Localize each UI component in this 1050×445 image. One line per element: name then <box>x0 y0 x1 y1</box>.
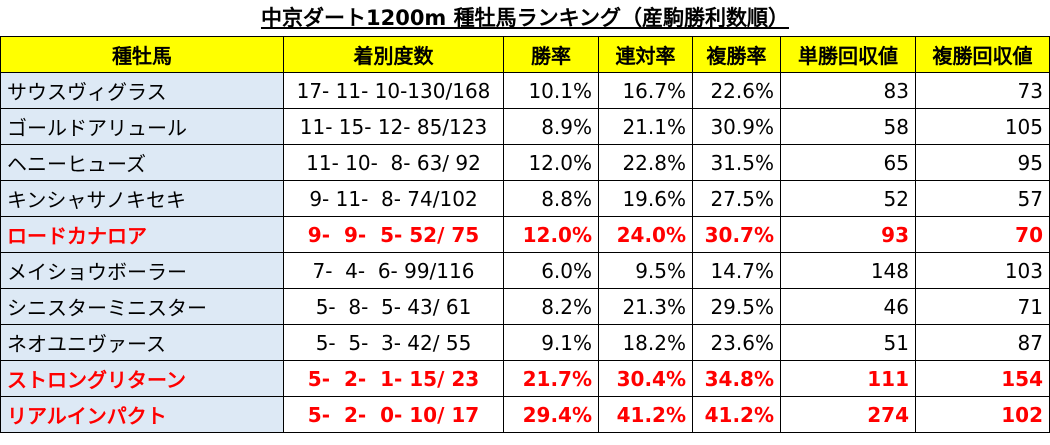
table-row: ゴールドアリュール 11- 15- 12- 85/123 8.9% 21.1% 30.9… <box>0 108 1050 145</box>
stat-cell: 71 <box>915 288 1050 325</box>
header-cell: 種牡馬 <box>0 36 284 73</box>
stat-cell: 30.9% <box>692 108 781 145</box>
stat-cell: 29.4% <box>503 396 599 433</box>
stat-cell: 5- 2- 1- 15/ 23 <box>283 360 504 397</box>
header-row: 種牡馬 着別度数 勝率 連対率 複勝率 単勝回収値 複勝回収値 <box>0 36 1050 73</box>
stat-cell: 8.9% <box>503 108 599 145</box>
stat-cell: 9.1% <box>503 324 599 361</box>
table-body: サウスヴィグラス 17- 11- 10-130/168 10.1% 16.7% 22.6… <box>0 72 1050 433</box>
stat-cell: 52 <box>780 180 916 217</box>
ranking-table: 種牡馬 着別度数 勝率 連対率 複勝率 単勝回収値 複勝回収値 サウスヴィグラス 17- 11… <box>0 36 1050 433</box>
stat-cell: 6.0% <box>503 252 599 289</box>
stat-cell: 12.0% <box>503 216 599 253</box>
stat-cell: 31.5% <box>692 144 781 181</box>
stat-cell: 16.7% <box>598 72 693 109</box>
stat-cell: 17- 11- 10-130/168 <box>283 72 504 109</box>
stat-cell: 8.2% <box>503 288 599 325</box>
stat-cell: 102 <box>915 396 1050 433</box>
sire-name: ロードカナロア <box>0 216 284 253</box>
stat-cell: 46 <box>780 288 916 325</box>
table-row: ネオユニヴァース 5- 5- 3- 42/ 55 9.1% 18.2% 23.6% 51 8… <box>0 324 1050 361</box>
table-row: メイショウボーラー 7- 4- 6- 99/116 6.0% 9.5% 14.7% 148… <box>0 252 1050 289</box>
header-cell: 着別度数 <box>283 36 504 73</box>
stat-cell: 12.0% <box>503 144 599 181</box>
sire-name: シニスターミニスター <box>0 288 284 325</box>
stat-cell: 21.1% <box>598 108 693 145</box>
title: 中京ダート1200m 種牡馬ランキング（産駒勝利数順） <box>0 0 1050 36</box>
table-row: リアルインパクト 5- 2- 0- 10/ 17 29.4% 41.2% 41.2% 27… <box>0 396 1050 433</box>
stat-cell: 5- 8- 5- 43/ 61 <box>283 288 504 325</box>
sire-name: ヘニーヒューズ <box>0 144 284 181</box>
stat-cell: 11- 15- 12- 85/123 <box>283 108 504 145</box>
stat-cell: 65 <box>780 144 916 181</box>
header-cell: 複勝率 <box>692 36 781 73</box>
stat-cell: 41.2% <box>692 396 781 433</box>
stat-cell: 274 <box>780 396 916 433</box>
sire-name: リアルインパクト <box>0 396 284 433</box>
table-row: サウスヴィグラス 17- 11- 10-130/168 10.1% 16.7% 22.6… <box>0 72 1050 109</box>
sire-name: ネオユニヴァース <box>0 324 284 361</box>
header-cell: 連対率 <box>598 36 693 73</box>
stat-cell: 41.2% <box>598 396 693 433</box>
stat-cell: 23.6% <box>692 324 781 361</box>
stat-cell: 21.7% <box>503 360 599 397</box>
stat-cell: 103 <box>915 252 1050 289</box>
stat-cell: 9- 11- 8- 74/102 <box>283 180 504 217</box>
stat-cell: 14.7% <box>692 252 781 289</box>
stat-cell: 73 <box>915 72 1050 109</box>
stat-cell: 30.7% <box>692 216 781 253</box>
stat-cell: 21.3% <box>598 288 693 325</box>
stat-cell: 29.5% <box>692 288 781 325</box>
header-cell: 勝率 <box>503 36 599 73</box>
stat-cell: 5- 2- 0- 10/ 17 <box>283 396 504 433</box>
stat-cell: 57 <box>915 180 1050 217</box>
stat-cell: 27.5% <box>692 180 781 217</box>
table-row: ロードカナロア 9- 9- 5- 52/ 75 12.0% 24.0% 30.7% 93 7… <box>0 216 1050 253</box>
stat-cell: 70 <box>915 216 1050 253</box>
stat-cell: 34.8% <box>692 360 781 397</box>
header-cell: 単勝回収値 <box>780 36 916 73</box>
stat-cell: 148 <box>780 252 916 289</box>
stat-cell: 5- 5- 3- 42/ 55 <box>283 324 504 361</box>
stat-cell: 7- 4- 6- 99/116 <box>283 252 504 289</box>
stat-cell: 58 <box>780 108 916 145</box>
stat-cell: 18.2% <box>598 324 693 361</box>
table-row: シニスターミニスター 5- 8- 5- 43/ 61 8.2% 21.3% 29.5% 4… <box>0 288 1050 325</box>
stat-cell: 83 <box>780 72 916 109</box>
sire-name: ゴールドアリュール <box>0 108 284 145</box>
title-text: 中京ダート1200m 種牡馬ランキング（産駒勝利数順） <box>260 6 789 30</box>
stat-cell: 30.4% <box>598 360 693 397</box>
stat-cell: 111 <box>780 360 916 397</box>
stat-cell: 9.5% <box>598 252 693 289</box>
sire-name: キンシャサノキセキ <box>0 180 284 217</box>
stat-cell: 9- 9- 5- 52/ 75 <box>283 216 504 253</box>
stat-cell: 10.1% <box>503 72 599 109</box>
stat-cell: 87 <box>915 324 1050 361</box>
header-cell: 複勝回収値 <box>915 36 1050 73</box>
stat-cell: 22.6% <box>692 72 781 109</box>
stat-cell: 22.8% <box>598 144 693 181</box>
stat-cell: 24.0% <box>598 216 693 253</box>
stat-cell: 19.6% <box>598 180 693 217</box>
sire-name: ストロングリターン <box>0 360 284 397</box>
stat-cell: 95 <box>915 144 1050 181</box>
table-row: ヘニーヒューズ 11- 10- 8- 63/ 92 12.0% 22.8% 31.5% 6… <box>0 144 1050 181</box>
stat-cell: 154 <box>915 360 1050 397</box>
table-row: キンシャサノキセキ 9- 11- 8- 74/102 8.8% 19.6% 27.5% 5… <box>0 180 1050 217</box>
stat-cell: 11- 10- 8- 63/ 92 <box>283 144 504 181</box>
stat-cell: 8.8% <box>503 180 599 217</box>
stat-cell: 51 <box>780 324 916 361</box>
sire-name: メイショウボーラー <box>0 252 284 289</box>
stat-cell: 93 <box>780 216 916 253</box>
stat-cell: 105 <box>915 108 1050 145</box>
sire-name: サウスヴィグラス <box>0 72 284 109</box>
table-header: 種牡馬 着別度数 勝率 連対率 複勝率 単勝回収値 複勝回収値 <box>0 36 1050 73</box>
table-row: ストロングリターン 5- 2- 1- 15/ 23 21.7% 30.4% 34.8% 1… <box>0 360 1050 397</box>
